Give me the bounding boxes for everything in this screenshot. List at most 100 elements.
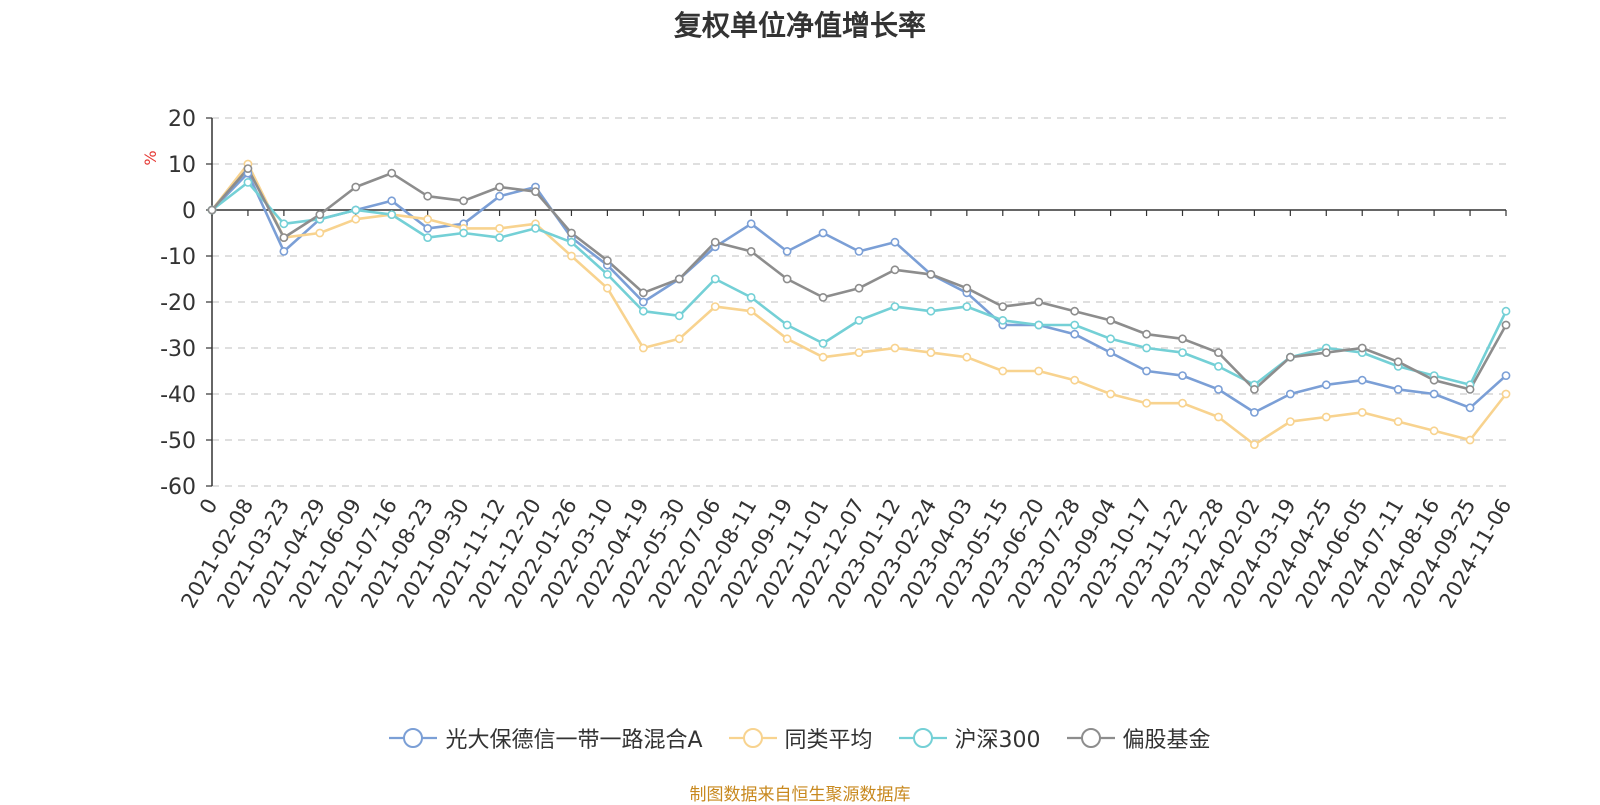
data-point [1214, 412, 1223, 422]
data-point [207, 205, 217, 215]
data-point [567, 251, 576, 261]
data-point [1393, 384, 1403, 394]
legend-item[interactable]: 同类平均 [728, 722, 873, 754]
data-point [710, 237, 720, 247]
grid-lines [212, 117, 1506, 487]
data-point [351, 214, 361, 224]
legend-item[interactable]: 光大保德信一带一路混合A [389, 722, 703, 754]
data-point [1142, 398, 1151, 408]
data-point [1357, 375, 1367, 385]
data-point [782, 274, 792, 284]
data-point [1178, 371, 1187, 380]
data-point [423, 233, 433, 242]
source-note: 制图数据来自恒生聚源数据库 [689, 785, 911, 805]
data-point [1285, 352, 1295, 362]
y-tick-label: 0 [182, 199, 196, 224]
data-point [279, 246, 289, 256]
data-point [387, 210, 397, 219]
data-point [1106, 334, 1116, 344]
data-point [1501, 320, 1511, 330]
data-point [638, 288, 648, 298]
data-point [818, 292, 828, 302]
data-point [1106, 389, 1116, 399]
data-point [926, 306, 936, 316]
data-point [387, 196, 397, 206]
data-point [1393, 357, 1403, 367]
data-point [1070, 375, 1080, 385]
data-point [638, 306, 648, 316]
data-point [674, 311, 684, 321]
data-point [567, 228, 576, 238]
data-point [1393, 417, 1403, 426]
data-point [1070, 329, 1080, 339]
data-point [1142, 343, 1151, 353]
data-point [1285, 389, 1295, 399]
data-point [387, 168, 397, 178]
data-point [1357, 407, 1367, 417]
axes: 20100-10-20-30-40-50-60%02021-02-082021-… [141, 107, 1516, 612]
data-point [1178, 334, 1187, 344]
data-point [854, 283, 864, 293]
data-point [602, 256, 612, 265]
chart-title: 复权单位净值增长率 [673, 9, 926, 42]
y-tick-label: 20 [168, 107, 196, 132]
data-point [1501, 389, 1511, 399]
data-point [854, 315, 864, 325]
data-point [531, 187, 540, 196]
data-point [423, 191, 433, 201]
data-point [1249, 384, 1259, 394]
data-point [495, 191, 504, 201]
data-point [746, 219, 756, 229]
data-point [243, 164, 253, 173]
legend: 光大保德信一带一路混合A 同类平均 沪深300 偏股基金 [0, 722, 1600, 754]
data-point [1321, 412, 1331, 422]
y-tick-label: -40 [160, 383, 196, 408]
legend-item[interactable]: 偏股基金 [1066, 722, 1211, 754]
data-point [531, 223, 540, 233]
y-tick-label: 10 [168, 153, 196, 178]
data-point [1501, 306, 1511, 316]
data-point [782, 246, 792, 256]
data-point [962, 302, 972, 311]
legend-item[interactable]: 沪深300 [898, 722, 1041, 754]
data-point [459, 228, 469, 238]
data-point [1465, 384, 1475, 394]
data-point [1214, 348, 1223, 357]
data-point [1285, 417, 1295, 426]
y-axis-label: % [141, 150, 160, 165]
data-point [890, 343, 900, 353]
legend-marker-icon [898, 728, 947, 748]
data-point [1321, 380, 1331, 390]
data-point [1214, 384, 1223, 394]
y-tick-label: -20 [160, 291, 196, 316]
legend-marker-icon [1066, 728, 1115, 748]
data-point [926, 348, 936, 357]
data-point [818, 352, 828, 362]
y-tick-label: -10 [160, 245, 196, 270]
data-point [998, 315, 1008, 325]
data-point [602, 283, 612, 293]
data-point [674, 274, 684, 284]
data-point [423, 214, 433, 224]
data-point [998, 366, 1008, 376]
data-point [243, 177, 253, 187]
data-point [1034, 320, 1044, 330]
legend-label: 偏股基金 [1122, 728, 1211, 753]
data-point [1429, 375, 1439, 385]
data-point [1142, 366, 1151, 376]
legend-label: 沪深300 [954, 728, 1041, 753]
data-point [1142, 329, 1151, 339]
legend-label: 同类平均 [784, 728, 873, 753]
data-point [818, 338, 828, 348]
data-point [1178, 348, 1187, 357]
data-point [351, 182, 361, 192]
data-point [1249, 440, 1259, 449]
data-point [1501, 371, 1511, 380]
y-tick-label: -50 [160, 429, 196, 454]
series-markers [207, 159, 1511, 449]
data-point [926, 269, 936, 279]
data-point [674, 334, 684, 344]
y-tick-label: -60 [160, 475, 196, 500]
data-point [1178, 398, 1187, 408]
